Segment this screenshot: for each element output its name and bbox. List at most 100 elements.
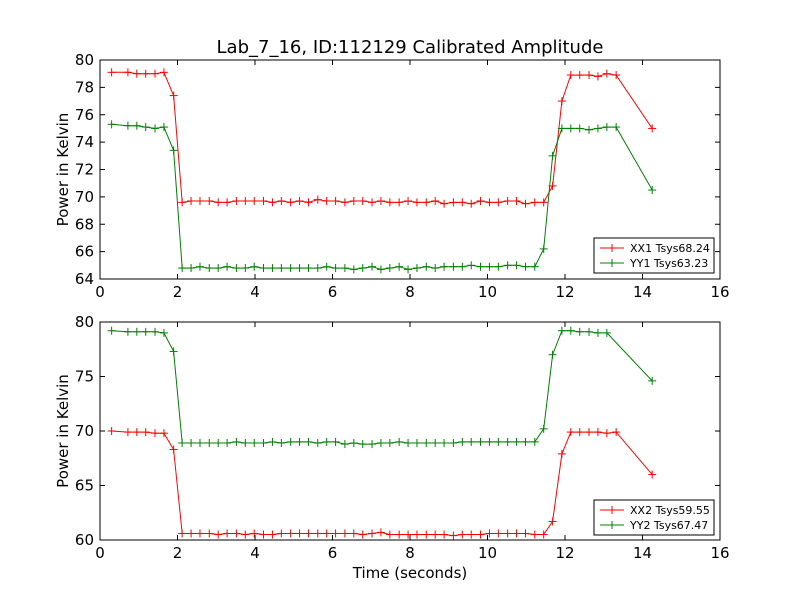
- data-point-marker: [412, 264, 421, 273]
- data-point-marker: [187, 438, 196, 447]
- x-axis-label: Time (seconds): [352, 564, 468, 582]
- data-point-marker: [593, 124, 602, 133]
- data-point-marker: [566, 71, 575, 80]
- data-point-marker: [141, 327, 150, 336]
- data-point-marker: [349, 438, 358, 447]
- data-point-marker: [602, 328, 611, 337]
- data-point-marker: [205, 438, 214, 447]
- data-point-marker: [259, 264, 268, 273]
- data-point-marker: [340, 440, 349, 449]
- data-point-marker: [277, 438, 286, 447]
- data-point-marker: [178, 529, 187, 538]
- data-point-marker: [223, 198, 232, 207]
- data-point-marker: [476, 437, 485, 446]
- data-point-marker: [548, 151, 557, 160]
- data-point-marker: [205, 529, 214, 538]
- data-point-marker: [404, 530, 413, 539]
- data-point-marker: [530, 198, 539, 207]
- data-point-marker: [575, 428, 584, 437]
- data-point-marker: [512, 196, 521, 205]
- data-point-marker: [214, 438, 223, 447]
- data-point-marker: [368, 440, 377, 449]
- data-point-marker: [585, 327, 594, 336]
- y-axis-label: Power in Kelvin: [54, 113, 72, 227]
- data-point-marker: [575, 71, 584, 80]
- legend-label: XX1 Tsys68.24: [630, 242, 710, 255]
- y-tick-label: 80: [75, 313, 94, 331]
- data-point-marker: [376, 528, 385, 537]
- data-point-marker: [494, 262, 503, 271]
- y-tick-label: 68: [75, 215, 94, 233]
- data-point-marker: [548, 517, 557, 526]
- data-point-marker: [449, 198, 458, 207]
- data-point-marker: [169, 91, 178, 100]
- data-point-marker: [259, 438, 268, 447]
- y-axis-label: Power in Kelvin: [54, 374, 72, 488]
- data-point-marker: [205, 264, 214, 273]
- data-point-marker: [107, 427, 116, 435]
- data-point-marker: [404, 265, 413, 274]
- bottom-plot: 0 2 4 6 8 10 12 14 16 60 65 70 75 80 Power in Kelvin Ti…: [54, 313, 730, 582]
- data-point-marker: [395, 437, 404, 446]
- y-tick-label: 76: [75, 106, 94, 124]
- data-point-marker: [512, 529, 521, 538]
- data-point-marker: [585, 125, 594, 134]
- data-point-marker: [123, 327, 132, 336]
- data-point-marker: [250, 196, 259, 205]
- data-point-marker: [431, 438, 440, 447]
- data-point-marker: [449, 262, 458, 271]
- data-point-marker: [467, 261, 476, 270]
- data-point-marker: [512, 437, 521, 446]
- data-point-marker: [602, 69, 611, 78]
- data-point-marker: [395, 262, 404, 271]
- data-point-marker: [304, 198, 313, 207]
- data-point-marker: [304, 437, 313, 446]
- data-point-marker: [530, 437, 539, 446]
- data-point-marker: [322, 437, 331, 446]
- data-point-marker: [648, 470, 657, 479]
- data-point-marker: [241, 196, 250, 205]
- data-point-marker: [539, 244, 548, 253]
- data-point-marker: [557, 326, 566, 335]
- x-tick-label: 8: [405, 544, 415, 562]
- data-point-marker: [250, 438, 259, 447]
- data-point-marker: [548, 350, 557, 359]
- y-tick-label: 80: [75, 51, 94, 69]
- legend-entry: YY1 Tsys63.23: [600, 257, 708, 270]
- y-tick-label: 64: [75, 270, 94, 288]
- data-point-marker: [395, 530, 404, 539]
- x-tick-label: 14: [633, 283, 652, 301]
- data-point-marker: [241, 530, 250, 539]
- data-point-marker: [178, 198, 187, 207]
- data-point-marker: [195, 529, 204, 538]
- data-point-marker: [566, 326, 575, 335]
- x-tick-label: 4: [250, 544, 260, 562]
- data-point-marker: [232, 196, 241, 205]
- data-point-marker: [557, 449, 566, 458]
- data-point-marker: [476, 196, 485, 205]
- data-point-marker: [612, 71, 621, 80]
- data-point-marker: [449, 438, 458, 447]
- data-point-marker: [648, 186, 657, 195]
- data-point-marker: [214, 198, 223, 207]
- legend-label: XX2 Tsys59.55: [630, 504, 710, 517]
- data-point-marker: [159, 68, 168, 77]
- data-point-marker: [648, 124, 657, 133]
- data-point-marker: [123, 121, 132, 130]
- data-point-marker: [494, 437, 503, 446]
- data-point-marker: [612, 123, 621, 132]
- data-point-marker: [141, 69, 150, 78]
- data-point-marker: [187, 264, 196, 273]
- x-tick-label: 6: [328, 544, 338, 562]
- x-tick-label: 8: [405, 283, 415, 301]
- data-point-marker: [593, 328, 602, 337]
- x-tick-label: 6: [328, 283, 338, 301]
- data-point-marker: [539, 530, 548, 539]
- data-point-marker: [107, 120, 116, 129]
- data-point-marker: [159, 328, 168, 337]
- data-point-marker: [295, 264, 304, 273]
- data-point-marker: [313, 195, 322, 204]
- data-point-marker: [107, 68, 116, 77]
- data-point-marker: [322, 196, 331, 205]
- data-point-marker: [557, 124, 566, 133]
